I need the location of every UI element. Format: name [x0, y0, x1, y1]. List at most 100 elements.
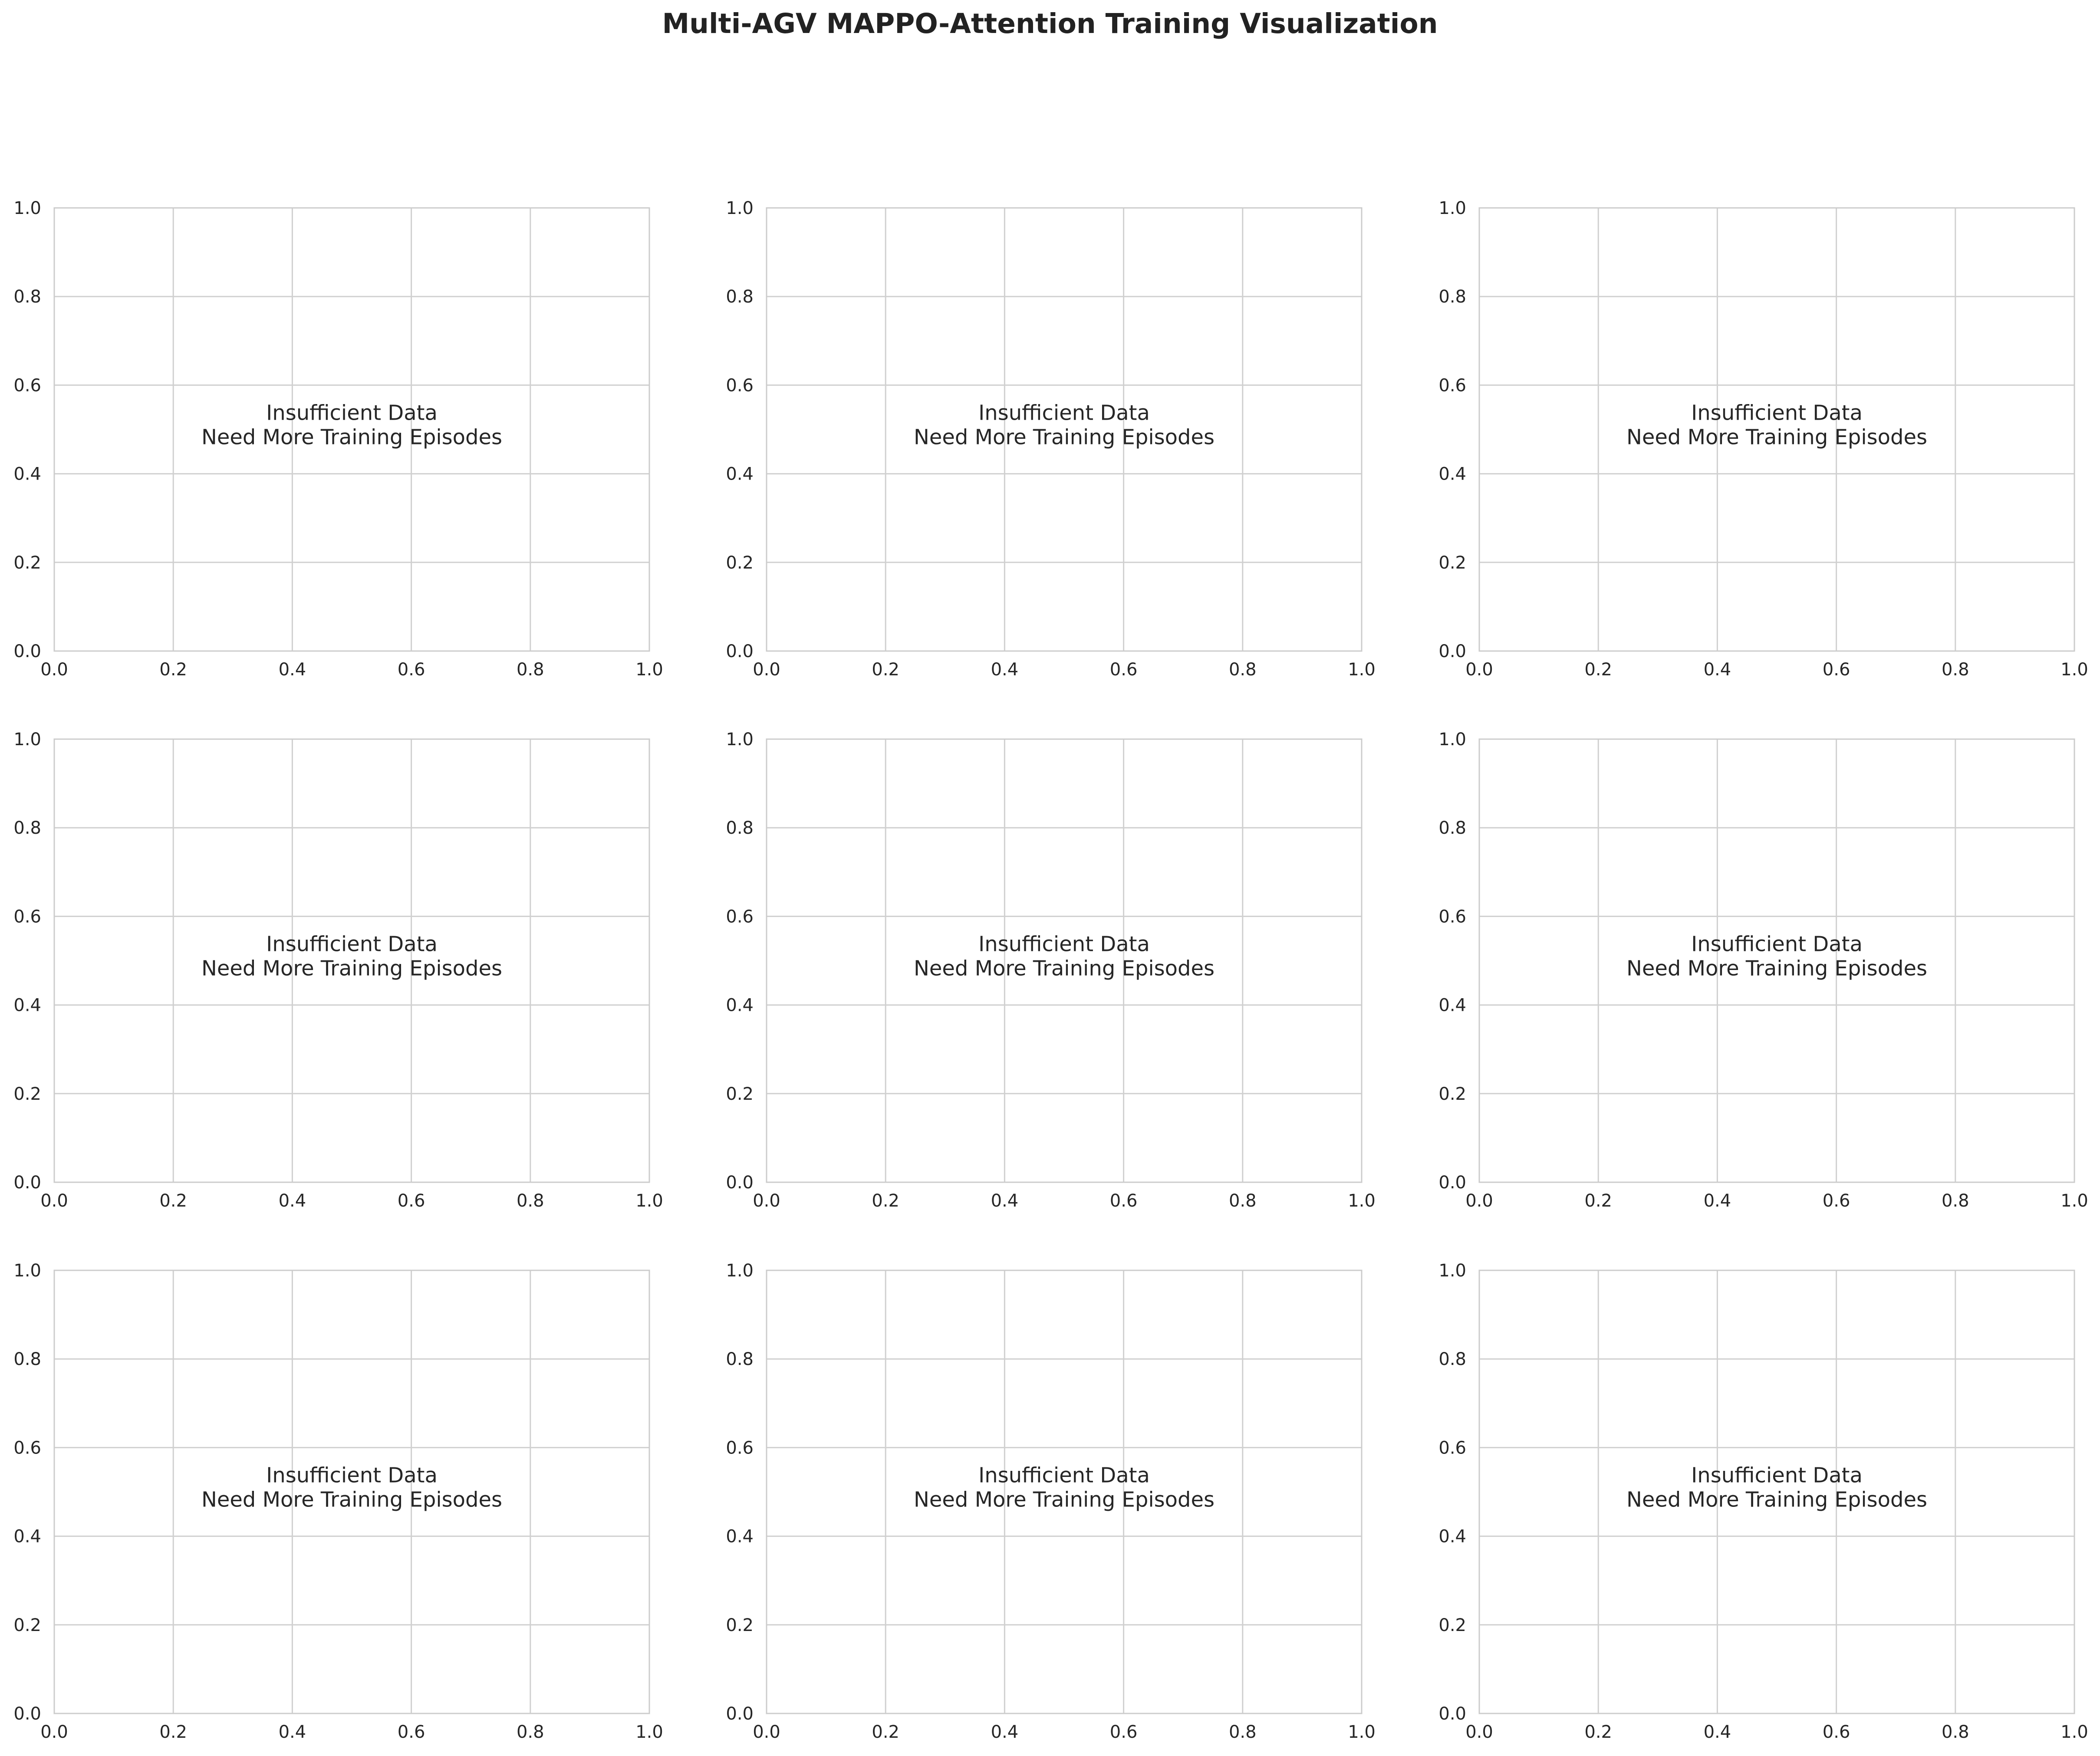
x-tick-label: 0.4 [279, 1722, 306, 1742]
x-tick-label: 1.0 [635, 1191, 663, 1211]
y-tick-label: 0.2 [1438, 1615, 1466, 1635]
annotation-line-1: Insufficient Data [266, 1463, 438, 1488]
x-tick-label: 1.0 [635, 1722, 663, 1742]
annotation-line-1: Insufficient Data [266, 932, 438, 957]
plot-frame [53, 207, 650, 652]
y-tick-label: 0.2 [13, 1615, 41, 1635]
y-tick-label: 0.0 [726, 1173, 754, 1193]
annotation-line-1: Insufficient Data [1691, 401, 1863, 425]
x-tick-label: 0.8 [1229, 1722, 1257, 1742]
y-tick-label: 0.6 [726, 907, 754, 927]
y-tick-label: 0.2 [726, 553, 754, 573]
x-tick-label: 0.8 [1229, 1191, 1257, 1211]
x-tick-label: 0.0 [753, 1191, 780, 1211]
y-tick-label: 0.0 [1438, 1704, 1466, 1724]
annotation-line-1: Insufficient Data [1691, 1463, 1863, 1488]
annotation-line-1: Insufficient Data [978, 401, 1150, 425]
x-tick-label: 0.6 [1110, 660, 1138, 680]
annotation-line-2: Need More Training Episodes [914, 1488, 1215, 1512]
plot-frame [766, 1269, 1363, 1714]
x-tick-label: 0.0 [753, 1722, 780, 1742]
annotation-line-2: Need More Training Episodes [201, 425, 502, 450]
y-tick-label: 0.6 [1438, 1438, 1466, 1458]
x-tick-label: 0.2 [872, 1191, 899, 1211]
y-tick-label: 0.6 [13, 375, 41, 395]
x-tick-label: 0.8 [1942, 660, 1969, 680]
subplot-3: 0.0 0.2 0.4 0.6 0.8 1.0 0.0 0.2 0.4 0.6 0.8 1.0 Insu… [1438, 198, 2088, 680]
subplot-1: 0.0 0.2 0.4 0.6 0.8 1.0 0.0 0.2 0.4 0.6 0.8 1.0 Insu… [13, 198, 663, 680]
x-tick-label: 0.2 [159, 660, 187, 680]
x-tick-label: 0.0 [40, 1191, 68, 1211]
y-tick-label: 1.0 [726, 730, 754, 750]
annotation-line-1: Insufficient Data [266, 401, 438, 425]
x-tick-label: 0.2 [872, 1722, 899, 1742]
subplot-9: 0.0 0.2 0.4 0.6 0.8 1.0 0.0 0.2 0.4 0.6 0.8 1.0 Insu… [1438, 1261, 2088, 1742]
x-tick-label: 0.4 [1704, 660, 1731, 680]
x-tick-label: 0.8 [517, 660, 544, 680]
plot-frame [1478, 1269, 2075, 1714]
y-tick-label: 0.0 [1438, 1173, 1466, 1193]
y-tick-label: 0.8 [726, 1349, 754, 1369]
y-tick-label: 0.6 [1438, 375, 1466, 395]
x-tick-label: 0.2 [1584, 660, 1612, 680]
subplot-5: 0.0 0.2 0.4 0.6 0.8 1.0 0.0 0.2 0.4 0.6 0.8 1.0 Insu… [726, 730, 1375, 1211]
x-tick-label: 0.8 [1942, 1722, 1969, 1742]
annotation-line-1: Insufficient Data [1691, 932, 1863, 957]
y-tick-label: 1.0 [726, 1261, 754, 1281]
x-tick-label: 0.4 [991, 660, 1019, 680]
x-tick-label: 0.4 [991, 1722, 1019, 1742]
y-tick-label: 0.8 [726, 818, 754, 838]
y-tick-label: 0.0 [726, 641, 754, 661]
y-tick-label: 0.8 [1438, 1349, 1466, 1369]
x-tick-label: 1.0 [1348, 1722, 1376, 1742]
y-tick-label: 1.0 [13, 730, 41, 750]
y-tick-label: 0.2 [13, 553, 41, 573]
y-tick-label: 1.0 [726, 198, 754, 218]
annotation-line-2: Need More Training Episodes [1626, 957, 1927, 981]
y-tick-label: 1.0 [1438, 730, 1466, 750]
plot-frame [1478, 738, 2075, 1183]
x-tick-label: 1.0 [2061, 1191, 2088, 1211]
y-tick-label: 0.2 [1438, 553, 1466, 573]
plot-frame [53, 1269, 650, 1714]
y-tick-label: 0.2 [726, 1084, 754, 1104]
x-tick-label: 0.6 [398, 660, 425, 680]
x-tick-label: 0.6 [1110, 1722, 1138, 1742]
plot-frame [1478, 207, 2075, 652]
y-tick-label: 0.8 [1438, 287, 1466, 307]
x-tick-label: 0.8 [517, 1722, 544, 1742]
x-tick-label: 0.8 [1229, 660, 1257, 680]
y-tick-label: 0.4 [13, 464, 41, 484]
y-tick-label: 0.0 [13, 1173, 41, 1193]
y-tick-label: 0.8 [1438, 818, 1466, 838]
x-tick-label: 0.2 [159, 1722, 187, 1742]
x-tick-label: 0.4 [1704, 1722, 1731, 1742]
y-tick-label: 0.8 [726, 287, 754, 307]
subplot-2: 0.0 0.2 0.4 0.6 0.8 1.0 0.0 0.2 0.4 0.6 0.8 1.0 Insu… [726, 198, 1375, 680]
x-tick-label: 0.4 [279, 660, 306, 680]
y-tick-label: 1.0 [13, 1261, 41, 1281]
figure-title: Multi-AGV MAPPO-Attention Training Visua… [662, 8, 1438, 39]
plot-frame [766, 738, 1363, 1183]
annotation-line-2: Need More Training Episodes [1626, 425, 1927, 450]
y-tick-label: 1.0 [1438, 1261, 1466, 1281]
y-tick-label: 0.4 [1438, 464, 1466, 484]
y-tick-label: 0.4 [726, 996, 754, 1016]
x-tick-label: 1.0 [635, 660, 663, 680]
annotation-line-1: Insufficient Data [978, 1463, 1150, 1488]
y-tick-label: 0.0 [1438, 641, 1466, 661]
x-tick-label: 0.6 [1110, 1191, 1138, 1211]
x-tick-label: 0.2 [872, 660, 899, 680]
annotation-line-2: Need More Training Episodes [1626, 1488, 1927, 1512]
x-tick-label: 0.4 [991, 1191, 1019, 1211]
subplot-6: 0.0 0.2 0.4 0.6 0.8 1.0 0.0 0.2 0.4 0.6 0.8 1.0 Insu… [1438, 730, 2088, 1211]
x-tick-label: 1.0 [2061, 1722, 2088, 1742]
x-tick-label: 0.0 [1465, 1191, 1493, 1211]
y-tick-label: 0.4 [1438, 1527, 1466, 1547]
x-tick-label: 0.0 [753, 660, 780, 680]
x-tick-label: 0.6 [1823, 1722, 1850, 1742]
subplot-7: 0.0 0.2 0.4 0.6 0.8 1.0 0.0 0.2 0.4 0.6 0.8 1.0 Insu… [13, 1261, 663, 1742]
y-tick-label: 0.8 [13, 818, 41, 838]
annotation-line-1: Insufficient Data [978, 932, 1150, 957]
